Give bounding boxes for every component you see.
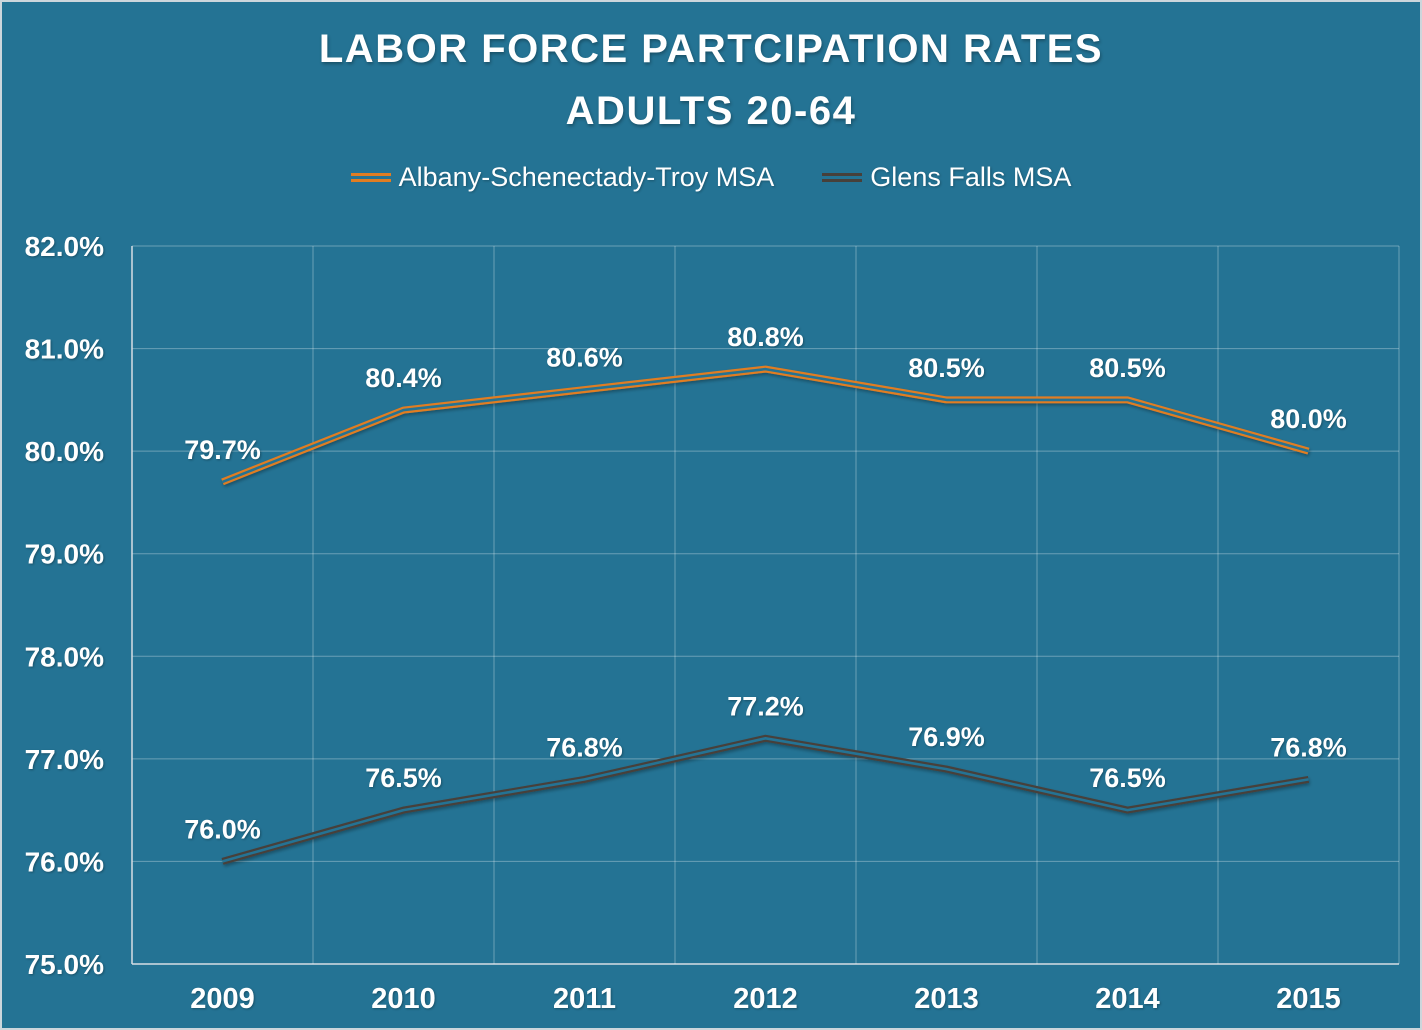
series-glens-falls-data-label: 76.9% (908, 722, 985, 752)
series-albany-data-label: 80.8% (727, 322, 804, 352)
y-tick-label: 75.0% (25, 949, 104, 980)
y-tick-label: 76.0% (25, 846, 104, 877)
series-albany-data-label: 80.5% (908, 353, 985, 383)
series-albany-data-label: 80.0% (1270, 404, 1347, 434)
chart-title-line1: LABOR FORCE PARTCIPATION RATES (318, 27, 1104, 71)
y-tick-label: 81.0% (25, 334, 104, 365)
legend-label-albany: Albany-Schenectady-Troy MSA (398, 162, 775, 192)
series-glens-falls-line (221, 734, 1310, 865)
series-albany-data-label: 79.7% (184, 435, 261, 465)
y-tick-label: 82.0% (25, 231, 104, 262)
chart-title: LABOR FORCE PARTCIPATION RATES ADULTS 20… (2, 18, 1420, 142)
series-glens-falls-data-label: 77.2% (727, 691, 804, 721)
x-tick-label: 2009 (190, 983, 255, 1015)
x-tick-label: 2011 (553, 983, 616, 1015)
y-tick-label: 79.0% (25, 539, 104, 570)
x-tick-label: 2013 (914, 983, 979, 1015)
x-tick-label: 2012 (733, 983, 798, 1015)
series-albany-data-label: 80.4% (365, 363, 442, 393)
legend-item-albany: Albany-Schenectady-Troy MSA (350, 162, 775, 193)
y-tick-label: 77.0% (25, 744, 104, 775)
series-glens-falls-line-inner-gap (222, 737, 1309, 863)
series-glens-falls-data-label: 76.5% (365, 763, 442, 793)
series-glens-falls-data-label: 76.8% (1270, 732, 1347, 762)
legend-label-glens-falls: Glens Falls MSA (870, 162, 1072, 192)
series-albany-data-label: 80.5% (1089, 353, 1166, 383)
chart-title-line2: ADULTS 20-64 (565, 89, 857, 133)
glens-falls-double-line-icon (822, 173, 863, 182)
y-tick-label: 80.0% (25, 436, 104, 467)
series-glens-falls-data-label: 76.8% (546, 732, 623, 762)
albany-double-line-icon (350, 173, 391, 182)
series-albany-data-label: 80.6% (546, 343, 623, 373)
series-glens-falls-data-label: 76.0% (184, 814, 261, 844)
series-glens-falls-data-label: 76.5% (1089, 763, 1166, 793)
x-tick-label: 2010 (371, 983, 436, 1015)
x-tick-label: 2015 (1276, 983, 1341, 1015)
y-tick-label: 78.0% (25, 641, 104, 672)
series-albany-line-inner-gap (222, 367, 1309, 484)
legend: Albany-Schenectady-Troy MSA Glens Falls … (2, 162, 1420, 193)
x-tick-label: 2014 (1095, 983, 1160, 1015)
legend-item-glens-falls: Glens Falls MSA (822, 162, 1071, 193)
